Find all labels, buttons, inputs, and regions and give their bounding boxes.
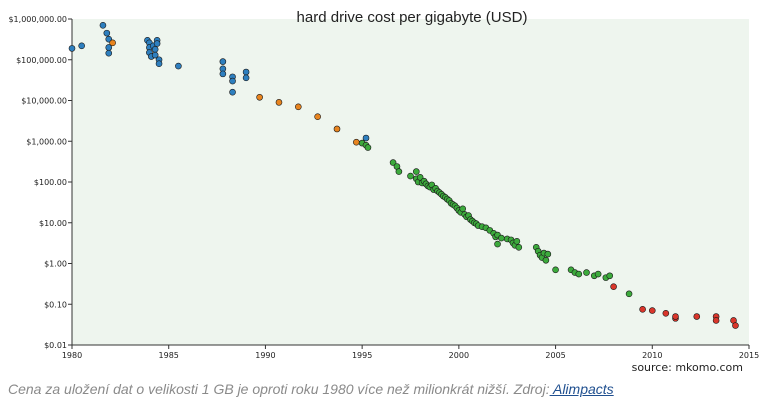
x-tick-label: 2000 xyxy=(449,351,469,360)
x-tick-label: 2015 xyxy=(739,351,759,360)
data-point xyxy=(625,290,633,298)
data-point xyxy=(610,283,617,290)
data-point xyxy=(256,93,263,101)
chart-title: hard drive cost per gigabyte (USD) xyxy=(297,9,528,26)
x-tick-label: 1995 xyxy=(352,351,372,360)
data-point xyxy=(395,168,403,175)
data-point xyxy=(639,306,646,313)
data-point xyxy=(153,40,161,47)
data-point xyxy=(103,29,111,37)
x-tick-label: 1990 xyxy=(255,351,275,360)
x-tick-label: 1980 xyxy=(62,351,82,360)
data-point xyxy=(494,240,501,248)
data-points xyxy=(68,22,739,329)
y-tick-label: $0.10 xyxy=(44,300,67,309)
data-point xyxy=(515,243,523,251)
data-point xyxy=(513,238,521,245)
data-point xyxy=(364,144,372,151)
data-point xyxy=(575,270,583,278)
data-point xyxy=(459,205,467,213)
data-point xyxy=(99,22,107,29)
alimpacts-link[interactable]: Alimpacts xyxy=(549,381,614,397)
data-point xyxy=(242,68,250,76)
data-point xyxy=(732,322,739,329)
data-point xyxy=(275,99,283,106)
data-point xyxy=(175,62,182,70)
data-point xyxy=(105,49,113,57)
data-point xyxy=(151,46,159,53)
data-point xyxy=(712,317,720,324)
data-point xyxy=(353,138,360,146)
data-point xyxy=(407,172,414,180)
data-point xyxy=(648,307,656,314)
data-point xyxy=(219,70,227,78)
data-point xyxy=(109,39,116,47)
x-tick-label: 2010 xyxy=(642,351,662,360)
data-point xyxy=(295,103,302,111)
data-point xyxy=(544,250,552,258)
data-point xyxy=(229,77,236,85)
data-point xyxy=(498,234,505,242)
data-point xyxy=(229,88,236,96)
y-tick-label: $1.00 xyxy=(44,260,67,269)
data-point xyxy=(672,313,679,320)
y-axis-ticks: $0.01 $0.10 $1.00 $10.00 $100.00 $1,000.00 $10… xyxy=(8,15,72,350)
y-tick-label: $0.01 xyxy=(44,341,67,350)
chart-svg: $0.01 $0.10 $1.00 $10.00 $100.00 $1,000.00 $10… xyxy=(8,9,759,374)
data-point xyxy=(389,159,397,166)
y-tick-label: $1,000,000.00 xyxy=(8,15,67,24)
x-tick-label: 1985 xyxy=(159,351,179,360)
data-point xyxy=(219,58,227,65)
data-point xyxy=(314,113,321,121)
y-tick-label: $100,000.00 xyxy=(16,56,67,65)
data-point xyxy=(68,45,76,52)
data-point xyxy=(583,269,590,276)
data-point xyxy=(662,309,670,317)
y-tick-label: $10,000.00 xyxy=(21,97,67,106)
data-point xyxy=(155,60,163,68)
y-tick-label: $1,000.00 xyxy=(26,137,67,146)
y-tick-label: $100.00 xyxy=(34,178,67,187)
data-point xyxy=(362,134,370,142)
x-tick-label: 2005 xyxy=(545,351,565,360)
data-point xyxy=(693,313,701,320)
data-point xyxy=(594,270,602,278)
y-tick-label: $10.00 xyxy=(39,219,67,228)
chart-source: source: mkomo.com xyxy=(632,361,743,374)
caption-text: Cena za uložení dat o velikosti 1 GB je … xyxy=(8,381,550,397)
data-point xyxy=(542,256,550,264)
plot-background xyxy=(72,19,749,345)
caption: Cena za uložení dat o velikosti 1 GB je … xyxy=(8,381,614,397)
data-point xyxy=(606,272,614,280)
data-point xyxy=(242,74,250,82)
data-point xyxy=(552,266,559,274)
x-axis-ticks: 1980 1985 1990 1995 2000 2005 2010 2015 xyxy=(62,345,759,360)
data-point xyxy=(151,51,159,59)
data-point xyxy=(333,125,341,133)
chart: $0.01 $0.10 $1.00 $10.00 $100.00 $1,000.00 $10… xyxy=(8,9,759,374)
data-point xyxy=(412,168,420,175)
data-point xyxy=(78,42,85,50)
